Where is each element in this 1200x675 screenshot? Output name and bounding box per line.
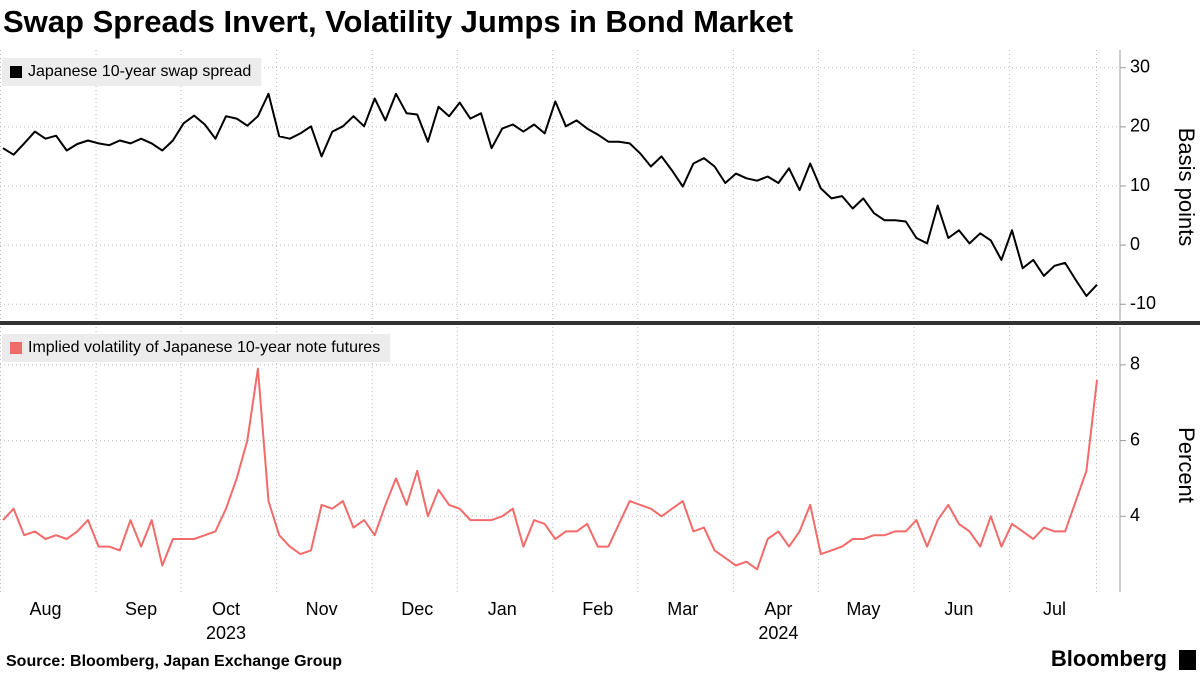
y-tick-label: 0 [1130, 234, 1140, 254]
x-tick-label: Mar [667, 599, 698, 619]
y-tick-label: 10 [1130, 175, 1150, 195]
legend-swatch [10, 342, 22, 354]
x-tick-label: Nov [306, 599, 338, 619]
x-tick-label: Jun [944, 599, 973, 619]
x-tick-label: Jan [488, 599, 517, 619]
y-tick-label: 8 [1130, 354, 1140, 374]
logo: Bloomberg [1051, 646, 1167, 671]
y-axis-title: Percent [1174, 427, 1199, 503]
x-tick-label: Feb [582, 599, 613, 619]
source: Source: Bloomberg, Japan Exchange Group [6, 653, 342, 670]
y-tick-label: 6 [1130, 429, 1140, 449]
x-tick-label: Jul [1043, 599, 1066, 619]
x-tick-label: Dec [401, 599, 433, 619]
legend-label: Implied volatility of Japanese 10-year n… [28, 339, 380, 356]
y-tick-label: -10 [1130, 293, 1156, 313]
logo-icon [1179, 650, 1196, 670]
y-tick-label: 30 [1130, 56, 1150, 76]
x-year-label: 2024 [758, 623, 798, 643]
x-tick-label: Oct [212, 599, 240, 619]
legend-label: Japanese 10-year swap spread [28, 63, 251, 80]
panel-divider [0, 321, 1200, 325]
legend-background [2, 58, 262, 86]
x-tick-label: May [846, 599, 880, 619]
x-tick-label: Aug [29, 599, 61, 619]
x-year-label: 2023 [206, 623, 246, 643]
y-tick-label: 4 [1130, 505, 1140, 525]
legend-background [2, 334, 391, 362]
line [2, 92, 1098, 297]
y-axis-title: Basis points [1174, 128, 1199, 247]
chart-title: Swap Spreads Invert, Volatility Jumps in… [3, 4, 793, 39]
legend-swatch [10, 66, 22, 78]
y-tick-label: 20 [1130, 116, 1150, 136]
line [2, 367, 1098, 571]
x-tick-label: Sep [125, 599, 157, 619]
x-tick-label: Apr [764, 599, 792, 619]
